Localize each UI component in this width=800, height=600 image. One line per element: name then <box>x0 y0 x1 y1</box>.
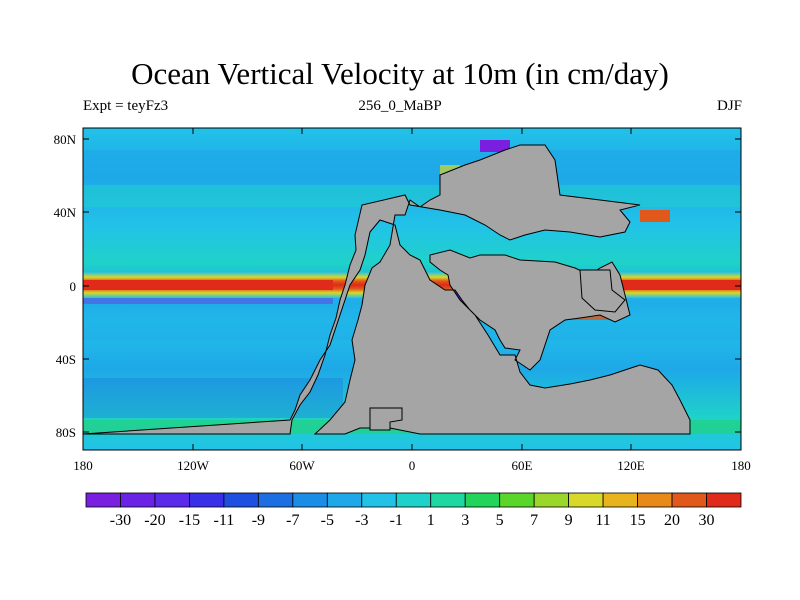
colorbar-label: 11 <box>595 512 610 529</box>
colorbar-swatch <box>189 492 225 508</box>
period-label: 256_0_MaBP <box>358 98 442 114</box>
y-tick-label: 80S <box>56 425 76 440</box>
colorbar-label: -9 <box>252 512 265 529</box>
x-tick-label: 0 <box>409 458 416 473</box>
colorbar <box>85 492 742 508</box>
x-tick-label: 120W <box>177 458 210 473</box>
x-tick-label: 60W <box>289 458 315 473</box>
colorbar-swatch <box>120 492 156 508</box>
colorbar-swatch <box>464 492 501 508</box>
colorbar-label: 5 <box>496 512 504 529</box>
colorbar-swatch <box>533 492 570 508</box>
x-axis <box>82 128 742 450</box>
colorbar-swatch <box>361 492 397 508</box>
colorbar-label: 15 <box>630 512 646 529</box>
x-tick-label: 120E <box>617 458 645 473</box>
colorbar-swatch <box>257 492 294 508</box>
colorbar-swatch <box>637 492 673 508</box>
colorbar-label: -20 <box>144 512 165 529</box>
x-tick-label: 180 <box>731 458 751 473</box>
y-tick-label: 80N <box>54 132 77 147</box>
colorbar-label: -3 <box>355 512 368 529</box>
colorbar-labels: -30 -20 -15 -11 -9 -7 -5 -3 -1 1 3 5 7 9 11 15 20 30 <box>110 512 715 529</box>
colorbar-swatch <box>499 492 535 508</box>
colorbar-label: -30 <box>110 512 131 529</box>
colorbar-swatch <box>85 492 121 508</box>
colorbar-label: 9 <box>565 512 573 529</box>
colorbar-label: 7 <box>530 512 538 529</box>
x-tick-labels: 180 120W 60W 0 60E 120E 180 <box>73 458 751 473</box>
map-title: Ocean Vertical Velocity at 10m (in cm/da… <box>131 56 669 91</box>
land-masses <box>82 144 691 435</box>
x-tick-label: 180 <box>73 458 93 473</box>
colorbar-swatch <box>706 492 742 508</box>
colorbar-swatch <box>568 492 604 508</box>
colorbar-swatch <box>602 492 638 508</box>
colorbar-swatch <box>326 492 363 508</box>
colorbar-swatch <box>671 492 707 508</box>
x-tick-label: 60E <box>512 458 533 473</box>
colorbar-swatch <box>395 492 432 508</box>
colorbar-label: 3 <box>461 512 469 529</box>
colorbar-swatch <box>154 492 190 508</box>
colorbar-label: -1 <box>390 512 403 529</box>
colorbar-label: -11 <box>214 512 235 529</box>
y-tick-label: 40S <box>56 352 76 367</box>
experiment-label: Expt = teyFz3 <box>83 98 169 114</box>
colorbar-swatch <box>430 492 466 508</box>
land-main <box>82 144 691 435</box>
colorbar-label: -15 <box>179 512 200 529</box>
colorbar-label: -7 <box>286 512 299 529</box>
colorbar-swatch <box>292 492 328 508</box>
season-label: DJF <box>716 98 742 114</box>
land-island-east <box>579 269 626 313</box>
colorbar-label: 20 <box>664 512 680 529</box>
y-tick-label: 0 <box>70 279 77 294</box>
colorbar-label: 1 <box>427 512 435 529</box>
y-tick-label: 40N <box>54 205 77 220</box>
colorbar-label: -5 <box>321 512 334 529</box>
land-island-south <box>369 407 403 431</box>
y-tick-labels: 80N 40N 0 40S 80S <box>54 132 77 440</box>
y-axis <box>83 138 741 433</box>
colorbar-label: 30 <box>699 512 715 529</box>
colorbar-swatch <box>223 492 259 508</box>
